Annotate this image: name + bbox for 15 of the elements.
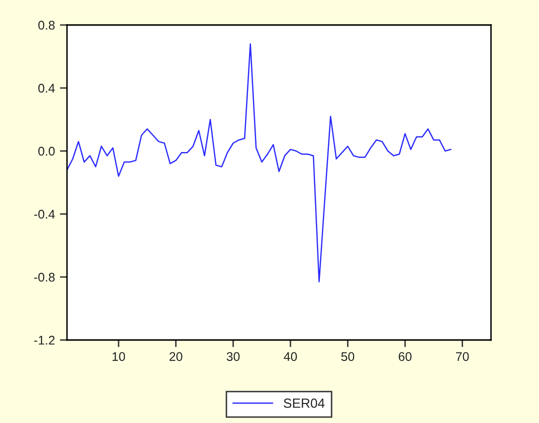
x-tick-label: 10: [112, 352, 126, 361]
y-tick-label: 0.4: [38, 84, 55, 93]
line-series: [67, 43, 452, 282]
x-tick-label: 30: [226, 352, 240, 361]
y-tick-label: -0.4: [34, 210, 55, 219]
x-tick-label: 60: [398, 352, 412, 361]
x-tick-label: 20: [170, 352, 182, 361]
x-tick-label: 70: [456, 352, 469, 361]
y-tick-label: 0.0: [38, 146, 55, 156]
x-tick-label: 50: [341, 352, 354, 361]
y-tick-label: 0.8: [38, 20, 55, 30]
y-tick-label: -1.2: [34, 336, 55, 345]
x-tick-label: 40: [284, 352, 297, 361]
legend-label: SER04: [284, 398, 325, 408]
y-tick-label: -0.8: [34, 272, 55, 282]
